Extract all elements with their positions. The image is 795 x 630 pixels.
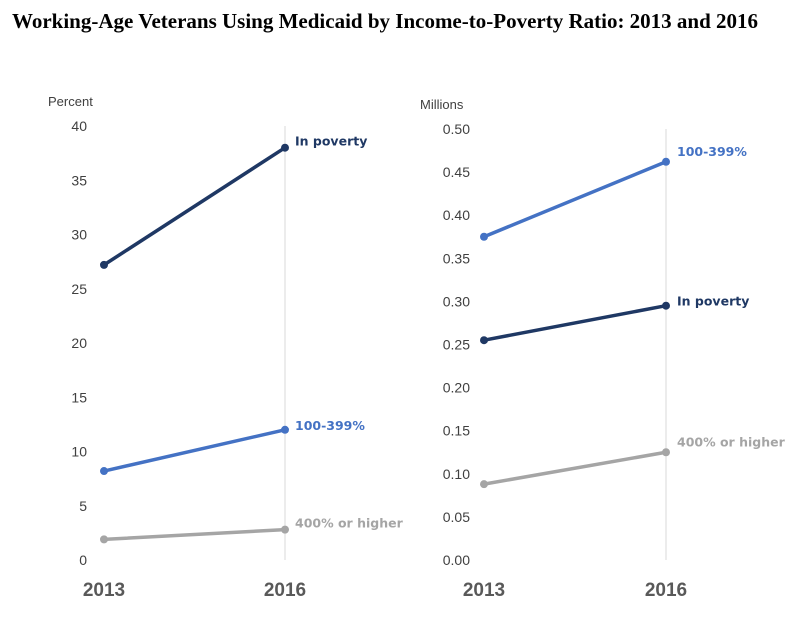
y-tick-label: 0.45 xyxy=(443,164,470,180)
y-tick-label: 0.35 xyxy=(443,250,470,266)
series-label: 400% or higher xyxy=(295,516,404,531)
series-line xyxy=(482,160,668,239)
y-tick-label: 0.15 xyxy=(443,423,470,439)
series-label: In poverty xyxy=(677,294,749,309)
series-line xyxy=(102,527,287,542)
y-tick-label: 0 xyxy=(79,552,87,568)
series-label: 400% or higher xyxy=(677,434,786,449)
y-axis-unit-label: Percent xyxy=(48,94,93,109)
y-tick-label: 10 xyxy=(71,444,87,460)
y-axis-unit-label: Millions xyxy=(420,97,464,112)
x-tick-label: 2016 xyxy=(264,580,306,601)
x-tick-label: 2016 xyxy=(645,580,687,601)
y-tick-label: 40 xyxy=(71,118,87,134)
data-point xyxy=(100,467,108,476)
y-tick-label: 20 xyxy=(71,335,87,351)
data-point xyxy=(662,301,670,310)
y-tick-label: 0.25 xyxy=(443,337,470,353)
data-point xyxy=(662,448,670,457)
y-tick-label: 35 xyxy=(71,172,87,188)
series-line xyxy=(482,450,668,486)
data-point xyxy=(281,425,289,434)
y-tick-label: 5 xyxy=(79,498,87,514)
chart-title: Working-Age Veterans Using Medicaid by I… xyxy=(12,9,759,33)
y-tick-label: 0.20 xyxy=(443,380,470,396)
y-tick-label: 0.30 xyxy=(443,293,470,309)
series-line xyxy=(102,428,287,473)
x-tick-label: 2013 xyxy=(463,580,505,601)
y-tick-label: 15 xyxy=(71,389,87,405)
data-point xyxy=(480,232,488,241)
data-point xyxy=(480,480,488,489)
y-tick-label: 0.40 xyxy=(443,207,470,223)
y-tick-label: 0.10 xyxy=(443,466,470,482)
data-point xyxy=(281,143,289,152)
y-tick-label: 30 xyxy=(71,227,87,243)
data-point xyxy=(281,525,289,534)
data-point xyxy=(100,260,108,269)
series-label: 100-399% xyxy=(295,418,365,433)
series-label: In poverty xyxy=(295,134,367,149)
y-tick-label: 0.05 xyxy=(443,509,470,525)
series-line xyxy=(482,303,668,342)
y-tick-label: 0.00 xyxy=(443,552,470,568)
data-point xyxy=(100,535,108,544)
y-tick-label: 0.50 xyxy=(443,121,470,137)
data-point xyxy=(662,157,670,166)
data-point xyxy=(480,336,488,345)
series-label: 100-399% xyxy=(677,144,747,159)
y-tick-label: 25 xyxy=(71,281,87,297)
x-tick-label: 2013 xyxy=(83,580,125,601)
series-line xyxy=(102,145,287,267)
